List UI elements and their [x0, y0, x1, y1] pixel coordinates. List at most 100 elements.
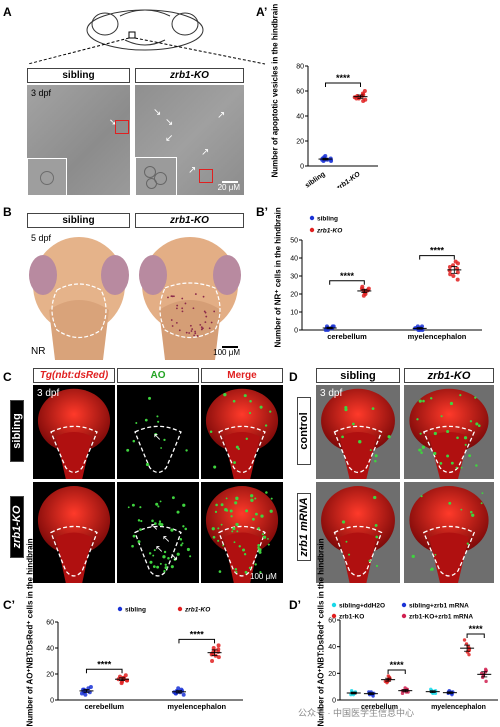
data-point [176, 686, 181, 691]
a-prime-ylabel: Number of apoptotic vesicles in the hind… [270, 3, 280, 178]
ao-signal [131, 544, 134, 548]
y-tick-label: 60 [46, 620, 54, 627]
ao-signal [167, 556, 170, 560]
ao-signal [449, 401, 454, 406]
data-point [455, 270, 460, 275]
ao-signal [151, 519, 154, 523]
panel-label-a-prime: A’ [256, 5, 268, 19]
ao-signal [418, 448, 421, 452]
nr-cell [200, 328, 203, 331]
y-tick-label: 10 [290, 310, 298, 317]
ao-signal [144, 418, 148, 422]
ao-signal [186, 547, 190, 552]
nr-cell [171, 295, 174, 298]
zoom-box [115, 120, 129, 134]
ao-signal [163, 438, 166, 442]
ao-signal [466, 542, 469, 545]
ao-signal [270, 497, 273, 500]
ao-signal [257, 527, 260, 530]
legend-swatch [309, 227, 315, 233]
legend-label: sibling+ddH2O [339, 603, 385, 610]
panel-label-d: D [289, 370, 298, 384]
d-ko-control [404, 385, 494, 479]
ao-signal [137, 540, 141, 544]
data-point [210, 659, 215, 663]
data-point [323, 154, 328, 158]
y-tick-label: 20 [328, 671, 336, 678]
ao-signal [232, 399, 236, 403]
nr-cell [202, 295, 205, 298]
ao-signal [261, 533, 264, 536]
chart-c-prime: 0 20 40 60 cerebellum myelencephalon **** **** s… [46, 606, 243, 711]
significance-label: **** [430, 246, 445, 256]
y-tick-label: 40 [290, 256, 298, 263]
nr-cell [194, 330, 196, 333]
arrow-icon: ↘ [153, 107, 162, 118]
nr-cell [200, 326, 203, 329]
ao-signal [477, 424, 481, 428]
ao-signal [411, 554, 415, 559]
ao-signal [160, 447, 163, 449]
ao-signal [254, 563, 257, 566]
data-point [362, 89, 367, 93]
panel-b-header-sibling: sibling [27, 213, 130, 228]
legend-label: zrb1-KO [339, 614, 364, 621]
nr-cell [203, 310, 206, 313]
ao-signal [232, 527, 236, 531]
ao-signal [215, 503, 218, 507]
ao-signal [250, 498, 254, 502]
ao-signal [369, 449, 372, 452]
d-sibling-control [316, 385, 400, 479]
nr-cell [213, 310, 216, 313]
ao-signal [164, 563, 167, 566]
scale-bar [222, 181, 238, 183]
legend-swatch [331, 613, 337, 619]
inset-image [27, 158, 67, 195]
ao-signal [418, 399, 422, 403]
ao-signal [153, 549, 156, 552]
data-point [211, 646, 216, 650]
nr-cell [167, 296, 169, 299]
nr-cell [208, 327, 211, 330]
ao-signal [374, 459, 377, 463]
ao-signal [440, 415, 443, 418]
arrow-icon: ↙ [165, 133, 174, 144]
ao-signal [137, 519, 141, 522]
ao-signal [269, 410, 272, 413]
y-tick-label: 0 [294, 328, 298, 335]
nr-cell [184, 302, 187, 305]
panel-d-row-control: control [297, 397, 311, 465]
ao-signal [468, 454, 472, 458]
nr-cell [205, 315, 208, 318]
data-point [455, 277, 460, 282]
ao-signal [374, 523, 378, 527]
legend-swatch [117, 606, 123, 612]
ao-signal [235, 445, 239, 449]
data-point [216, 643, 221, 648]
panel-b-image-ko: 100 μM [135, 230, 244, 360]
ao-signal [223, 392, 227, 397]
ao-signal [455, 466, 458, 469]
ao-signal [351, 422, 355, 426]
data-point [363, 97, 368, 102]
nr-cell [204, 321, 207, 323]
arrow-icon: ↖ [153, 432, 162, 443]
data-point [359, 286, 364, 291]
y-tick-label: 60 [328, 618, 336, 625]
ao-signal [464, 443, 467, 446]
legend-label: sibling [317, 216, 338, 223]
ao-signal [463, 436, 468, 440]
ao-signal [154, 433, 158, 437]
ao-signal [170, 528, 174, 532]
ao-signal [159, 500, 162, 503]
legend-swatch [331, 602, 337, 608]
ao-signal [173, 557, 177, 561]
ao-signal [234, 567, 238, 571]
ao-signal [163, 550, 167, 554]
nr-cell [181, 310, 184, 313]
nr-cell [173, 295, 175, 298]
watermark: 公众号 · 中国医学生信息中心 [298, 708, 414, 718]
data-point [484, 679, 488, 684]
scale-bar-label: 100 μM [213, 348, 240, 357]
ao-signal [469, 420, 473, 423]
